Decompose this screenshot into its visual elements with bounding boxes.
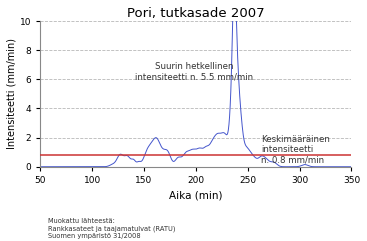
Title: Pori, tutkasade 2007: Pori, tutkasade 2007 [127, 7, 265, 20]
Text: Muokattu lähteestä:
Rankkasateet ja taajamatulvat (RATU)
Suomen ympäristö 31/200: Muokattu lähteestä: Rankkasateet ja taaj… [48, 218, 175, 239]
Text: Keskimääräinen
intensiteetti
n. 0.8 mm/min: Keskimääräinen intensiteetti n. 0.8 mm/m… [261, 135, 330, 165]
Y-axis label: Intensiteetti (mm/min): Intensiteetti (mm/min) [7, 38, 17, 149]
X-axis label: Aika (min): Aika (min) [169, 190, 223, 200]
Text: Suurin hetkellinen
intensiteetti n. 5.5 mm/min: Suurin hetkellinen intensiteetti n. 5.5 … [135, 62, 253, 81]
